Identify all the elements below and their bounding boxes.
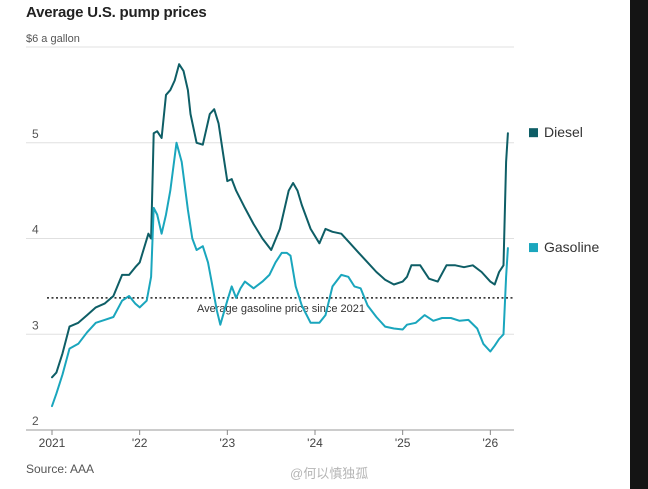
x-tick-label: '25 [395, 436, 411, 450]
legend-label-gasoline: Gasoline [544, 239, 599, 255]
y-axis-label: $6 a gallon [26, 33, 80, 45]
y-tick-label: 5 [32, 127, 39, 141]
legend-swatch-gasoline [529, 243, 538, 253]
y-tick-labels: 3 4 5 2 [32, 127, 39, 428]
series-line-diesel [51, 63, 509, 379]
legend-label-diesel: Diesel [544, 124, 583, 140]
y-tick-label: 2 [32, 414, 39, 428]
legend: Diesel Gasoline [529, 124, 599, 255]
reference-line-label: Average gasoline price since 2021 [197, 303, 365, 315]
grid-lines [26, 46, 514, 431]
watermark: @何以慎独孤 [290, 466, 369, 481]
y-tick-label: 4 [32, 223, 39, 237]
series-lines [51, 63, 509, 408]
reference-line: Average gasoline price since 2021 [47, 297, 514, 315]
x-tick-label: '22 [132, 436, 148, 450]
x-tick-label: 2021 [39, 436, 66, 450]
chart-title: Average U.S. pump prices [26, 4, 207, 21]
source-note: Source: AAA [26, 462, 95, 476]
x-tick-labels: 2021 '22 '23 '24 '25 '26 [39, 430, 499, 450]
right-edge-strip [630, 0, 648, 489]
legend-swatch-diesel [529, 128, 538, 138]
series-line-gasoline [51, 141, 509, 408]
x-tick-label: '23 [220, 436, 236, 450]
x-tick-label: '24 [307, 436, 323, 450]
x-tick-label: '26 [483, 436, 499, 450]
y-tick-label: 3 [32, 318, 39, 332]
